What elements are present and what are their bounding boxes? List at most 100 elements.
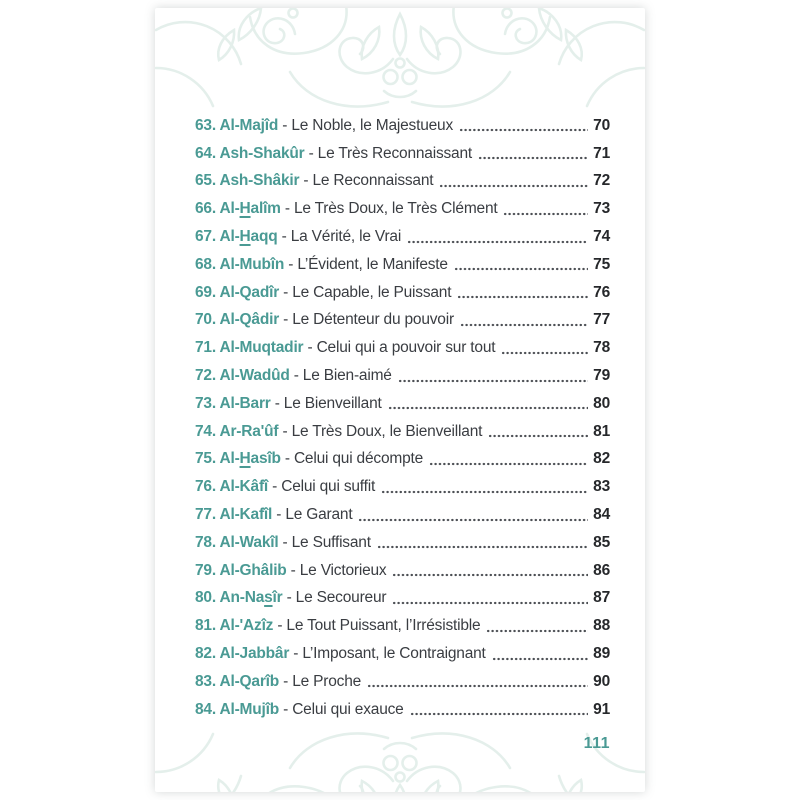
entry-number-and-name: 63. Al-Majîd: [195, 116, 279, 134]
entry-number-and-name: 66. Al-Halîm: [195, 200, 281, 218]
toc-entry: 69. Al-Qadîr - Le Capable, le Puissant 76: [195, 279, 610, 307]
toc-entry: 76. Al-Kâfî - Celui qui suffit 83: [195, 473, 610, 501]
entry-number-and-name: 79. Al-Ghâlib: [195, 561, 287, 579]
entry-number-and-name: 70. Al-Qâdir: [195, 311, 280, 329]
toc-entry: 84. Al-Mujîb - Celui qui exauce 91: [195, 696, 610, 724]
entry-page-number: 75: [593, 255, 610, 273]
entry-page-number: 86: [593, 561, 610, 579]
entry-number-and-name: 74. Ar-Ra'ûf: [195, 422, 279, 440]
entry-description: - Celui qui a pouvoir sur tout: [303, 339, 496, 357]
dot-leader: [453, 258, 589, 272]
entry-number-and-name: 75. Al-Hasîb: [195, 450, 281, 468]
dot-leader: [503, 202, 589, 216]
entry-description: - Le Tout Puissant, l’Irrésistible: [273, 617, 481, 635]
entry-page-number: 74: [593, 228, 610, 246]
toc-entry: 66. Al-Halîm - Le Très Doux, le Très Clé…: [195, 195, 610, 223]
dot-leader: [501, 341, 589, 355]
underlined-letter: H: [239, 200, 251, 218]
entry-description: - Le Suffisant: [278, 533, 371, 551]
toc-entry: 83. Al-Qarîb - Le Proche 90: [195, 668, 610, 696]
entry-description: - Le Bienveillant: [270, 394, 382, 412]
dot-leader: [457, 286, 589, 300]
entry-description: - Celui qui suffit: [268, 478, 376, 496]
toc-list: 63. Al-Majîd - Le Noble, le Majestueux 70…: [195, 112, 610, 724]
entry-page-number: 76: [593, 283, 610, 301]
entry-description: - Le Reconnaissant: [299, 172, 434, 190]
entry-description: - Le Très Doux, le Bienveillant: [278, 422, 483, 440]
dot-leader: [392, 564, 589, 578]
entry-page-number: 90: [593, 672, 610, 690]
entry-number-and-name: 83. Al-Qarîb: [195, 672, 280, 690]
toc-entry: 63. Al-Majîd - Le Noble, le Majestueux 70: [195, 112, 610, 140]
dot-leader: [488, 425, 589, 439]
entry-description: - Le Secoureur: [282, 589, 387, 607]
toc-entry: 67. Al-Haqq - La Vérité, le Vrai 74: [195, 223, 610, 251]
underlined-letter: H: [239, 450, 251, 468]
dot-leader: [439, 174, 589, 188]
book-page: 63. Al-Majîd - Le Noble, le Majestueux 70…: [155, 8, 645, 792]
dot-leader: [407, 230, 589, 244]
folio-page-number: 111: [583, 735, 610, 752]
entry-page-number: 79: [593, 367, 610, 385]
dot-leader: [381, 480, 589, 494]
underlined-letter: s: [264, 589, 273, 607]
entry-description: - Le Très Reconnaissant: [304, 144, 473, 162]
toc-entry: 75. Al-Hasîb - Celui qui décompte 82: [195, 446, 610, 474]
entry-number-and-name: 69. Al-Qadîr: [195, 283, 280, 301]
toc-entry: 81. Al-'Azîz - Le Tout Puissant, l’Irrés…: [195, 612, 610, 640]
entry-number-and-name: 67. Al-Haqq: [195, 228, 278, 246]
entry-number-and-name: 82. Al-Jabbâr: [195, 645, 290, 663]
entry-page-number: 85: [593, 533, 610, 551]
entry-number-and-name: 84. Al-Mujîb: [195, 700, 280, 718]
entry-description: - Celui qui décompte: [280, 450, 424, 468]
toc-entry: 78. Al-Wakîl - Le Suffisant 85: [195, 529, 610, 557]
entry-page-number: 87: [593, 589, 610, 607]
dot-leader: [387, 397, 589, 411]
dot-leader: [358, 508, 589, 522]
dot-leader: [409, 703, 589, 717]
toc-entry: 80. An-Nasîr - Le Secoureur 87: [195, 585, 610, 613]
entry-description: - Celui qui exauce: [279, 700, 404, 718]
entry-description: - L’Évident, le Manifeste: [284, 255, 448, 273]
entry-number-and-name: 73. Al-Barr: [195, 394, 271, 412]
toc-entry: 71. Al-Muqtadir - Celui qui a pouvoir su…: [195, 334, 610, 362]
toc-entry: 74. Ar-Ra'ûf - Le Très Doux, le Bienveil…: [195, 418, 610, 446]
entry-description: - La Vérité, le Vrai: [277, 228, 402, 246]
toc-entry: 79. Al-Ghâlib - Le Victorieux 86: [195, 557, 610, 585]
entry-description: - L’Imposant, le Contraignant: [289, 645, 486, 663]
dot-leader: [392, 591, 589, 605]
toc-entry: 73. Al-Barr - Le Bienveillant 80: [195, 390, 610, 418]
entry-page-number: 89: [593, 645, 610, 663]
toc-entry: 77. Al-Kafîl - Le Garant 84: [195, 501, 610, 529]
entry-page-number: 80: [593, 394, 610, 412]
toc-entry: 82. Al-Jabbâr - L’Imposant, le Contraign…: [195, 640, 610, 668]
entry-description: - Le Noble, le Majestueux: [278, 116, 454, 134]
entry-number-and-name: 78. Al-Wakîl: [195, 533, 279, 551]
entry-number-and-name: 71. Al-Muqtadir: [195, 339, 304, 357]
entry-page-number: 73: [593, 200, 610, 218]
dot-leader: [367, 675, 589, 689]
entry-description: - Le Détenteur du pouvoir: [279, 311, 454, 329]
entry-number-and-name: 65. Ash-Shâkir: [195, 172, 300, 190]
entry-number-and-name: 77. Al-Kafîl: [195, 506, 273, 524]
entry-page-number: 88: [593, 617, 610, 635]
toc-entry: 68. Al-Mubîn - L’Évident, le Manifeste 75: [195, 251, 610, 279]
entry-page-number: 84: [593, 506, 610, 524]
entry-number-and-name: 76. Al-Kâfî: [195, 478, 269, 496]
dot-leader: [376, 536, 589, 550]
entry-description: - Le Victorieux: [286, 561, 387, 579]
entry-number-and-name: 81. Al-'Azîz: [195, 617, 274, 635]
entry-number-and-name: 80. An-Nasîr: [195, 589, 283, 607]
dot-leader: [491, 647, 589, 661]
entry-page-number: 82: [593, 450, 610, 468]
entry-description: - Le Bien-aimé: [289, 367, 392, 385]
dot-leader: [459, 119, 589, 133]
entry-number-and-name: 64. Ash-Shakûr: [195, 144, 305, 162]
dot-leader: [397, 369, 589, 383]
entry-number-and-name: 68. Al-Mubîn: [195, 255, 285, 273]
entry-description: - Le Capable, le Puissant: [279, 283, 452, 301]
entry-page-number: 70: [593, 116, 610, 134]
toc-entry: 64. Ash-Shakûr - Le Très Reconnaissant 71: [195, 140, 610, 168]
dot-leader: [478, 147, 589, 161]
